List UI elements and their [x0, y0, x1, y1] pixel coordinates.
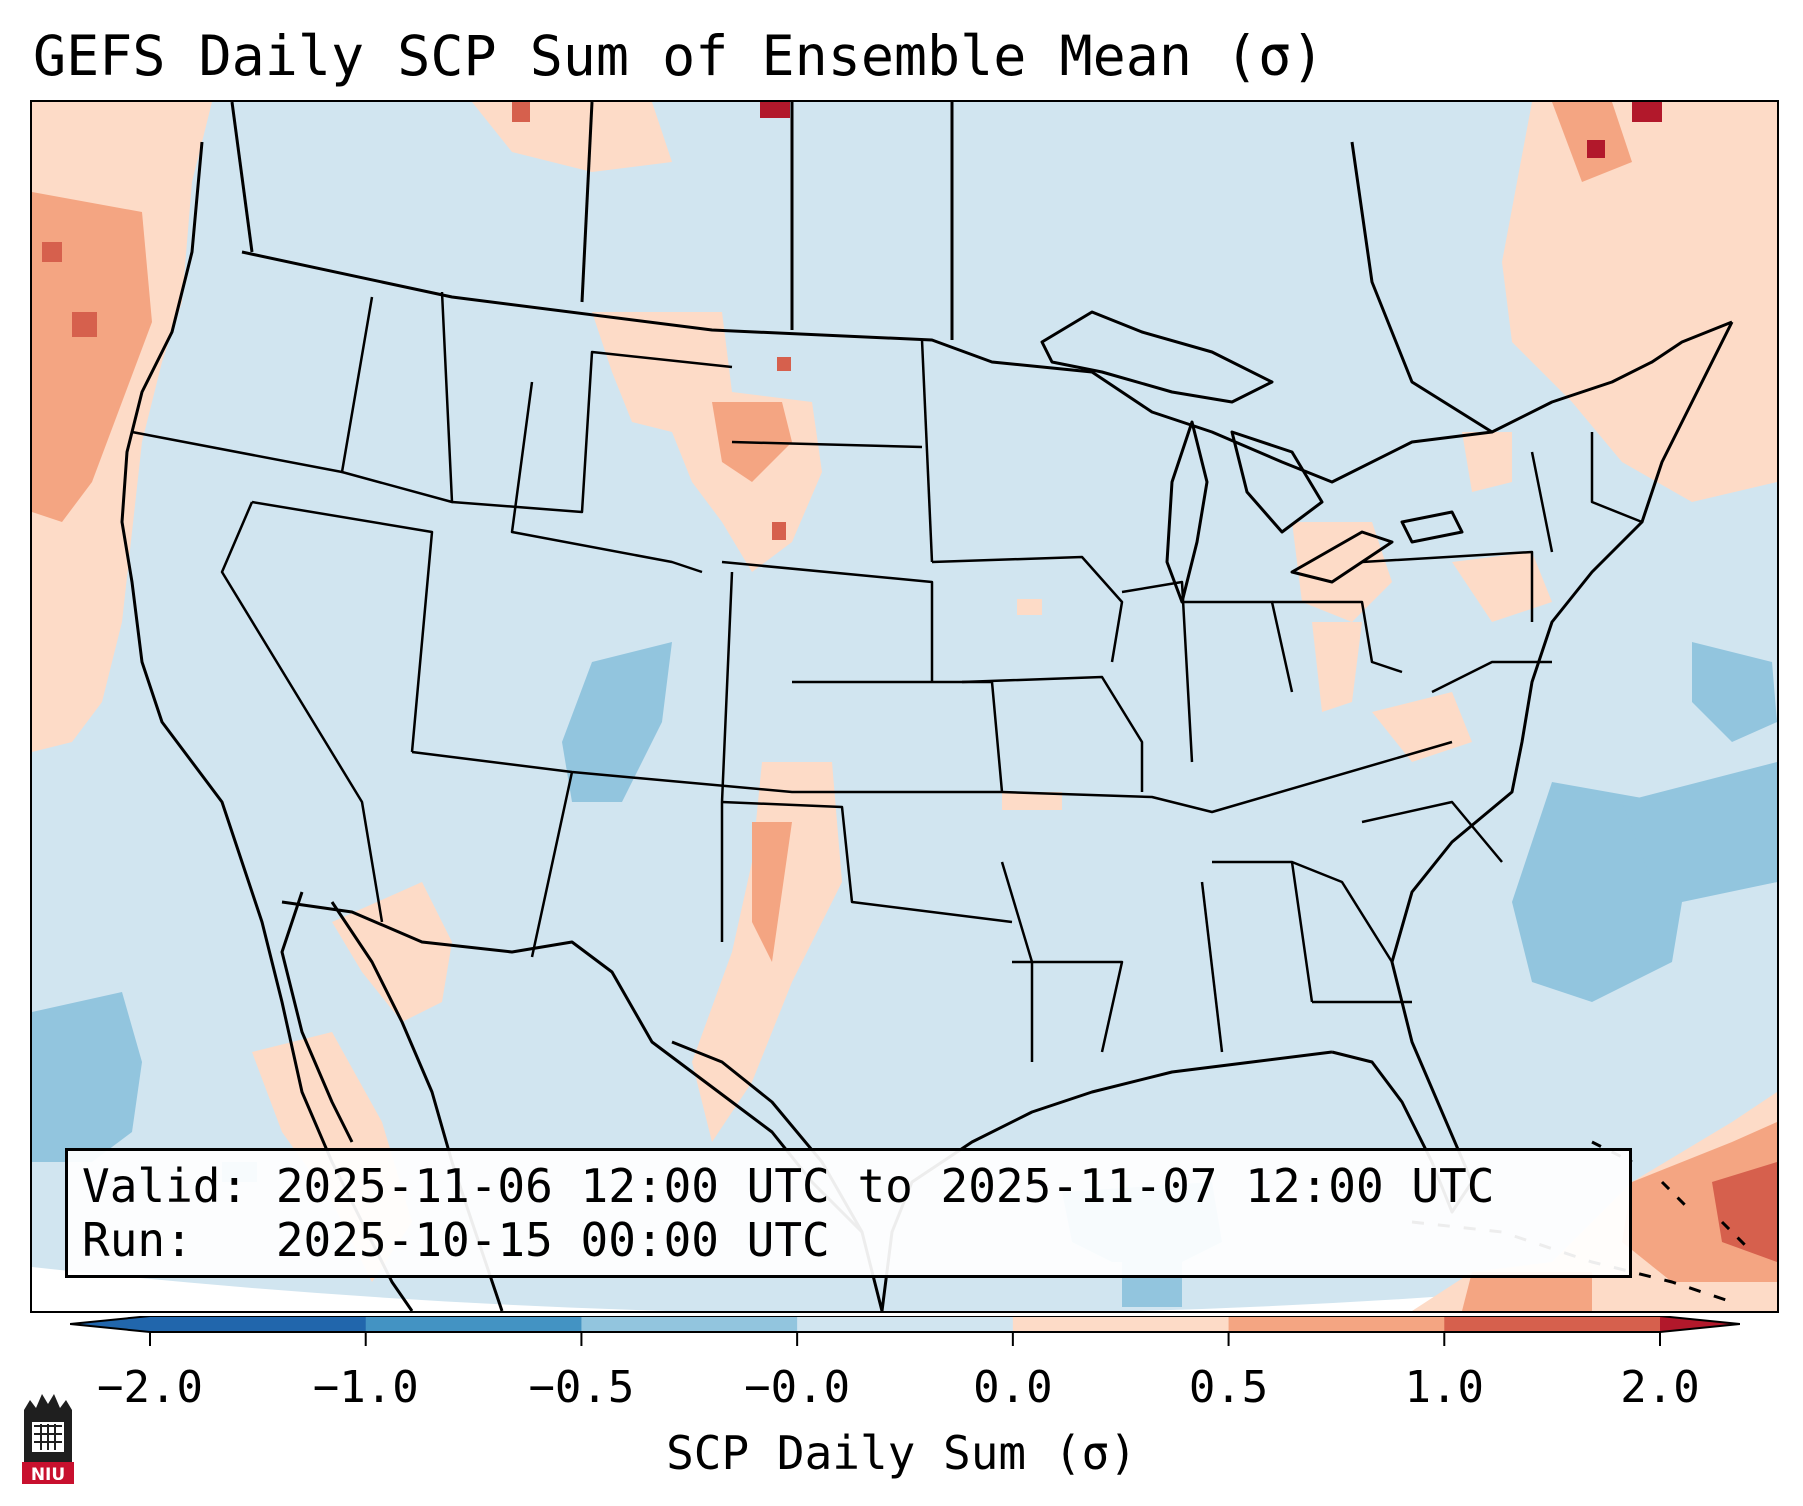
colorbar-label: SCP Daily Sum (σ): [666, 1426, 1137, 1480]
colorbar-tick-label: −1.0: [312, 1362, 419, 1413]
logo-text: NIU: [31, 1465, 65, 1485]
baja-coastline: [280, 891, 354, 1143]
valid-time-text: Valid: 2025-11-06 12:00 UTC to 2025-11-0…: [82, 1159, 1495, 1213]
state-boundaries: [131, 291, 1643, 1062]
colorbar-extend-low: [70, 1316, 150, 1332]
chart-title: GEFS Daily SCP Sum of Ensemble Mean (σ): [33, 24, 1325, 88]
us-mexico-border: [281, 900, 864, 1234]
map-panel: [30, 100, 1779, 1313]
us-canada-border: [241, 250, 1733, 484]
colorbar-segment: [581, 1316, 798, 1332]
lake-ontario: [1400, 510, 1464, 544]
colorbar-tick-label: 0.5: [1188, 1362, 1269, 1413]
lake-superior: [1040, 310, 1274, 404]
colorbar-tick-label: 0.0: [973, 1362, 1053, 1413]
lake-michigan: [1165, 420, 1209, 604]
colorbar: [70, 1316, 1740, 1346]
lake-erie: [1290, 530, 1394, 584]
colorbar-tick-label: −2.0: [97, 1362, 203, 1413]
anomaly-patches: [32, 102, 1777, 1311]
colorbar-segment: [150, 1316, 367, 1332]
colorbar-tick-label: −0.5: [528, 1362, 635, 1413]
map-canvas: [32, 102, 1777, 1311]
lake-huron: [1230, 430, 1324, 534]
colorbar-tick-label: −0.0: [744, 1362, 851, 1413]
colorbar-segment: [365, 1316, 582, 1332]
colorbar-segment: [797, 1316, 1014, 1332]
colorbar-tick-label: 2.0: [1620, 1362, 1700, 1413]
niu-logo: NIU: [22, 1394, 74, 1485]
colorbar-segment: [1012, 1316, 1230, 1332]
validity-info-box: Valid: 2025-11-06 12:00 UTC to 2025-11-0…: [65, 1148, 1632, 1278]
colorbar-extend-high: [1660, 1316, 1740, 1332]
colorbar-tick-label: 1.0: [1404, 1362, 1485, 1413]
colorbar-segment: [1228, 1316, 1445, 1332]
colorbar-segment: [1444, 1316, 1661, 1332]
run-time-text: Run: 2025-10-15 00:00 UTC: [82, 1213, 830, 1267]
